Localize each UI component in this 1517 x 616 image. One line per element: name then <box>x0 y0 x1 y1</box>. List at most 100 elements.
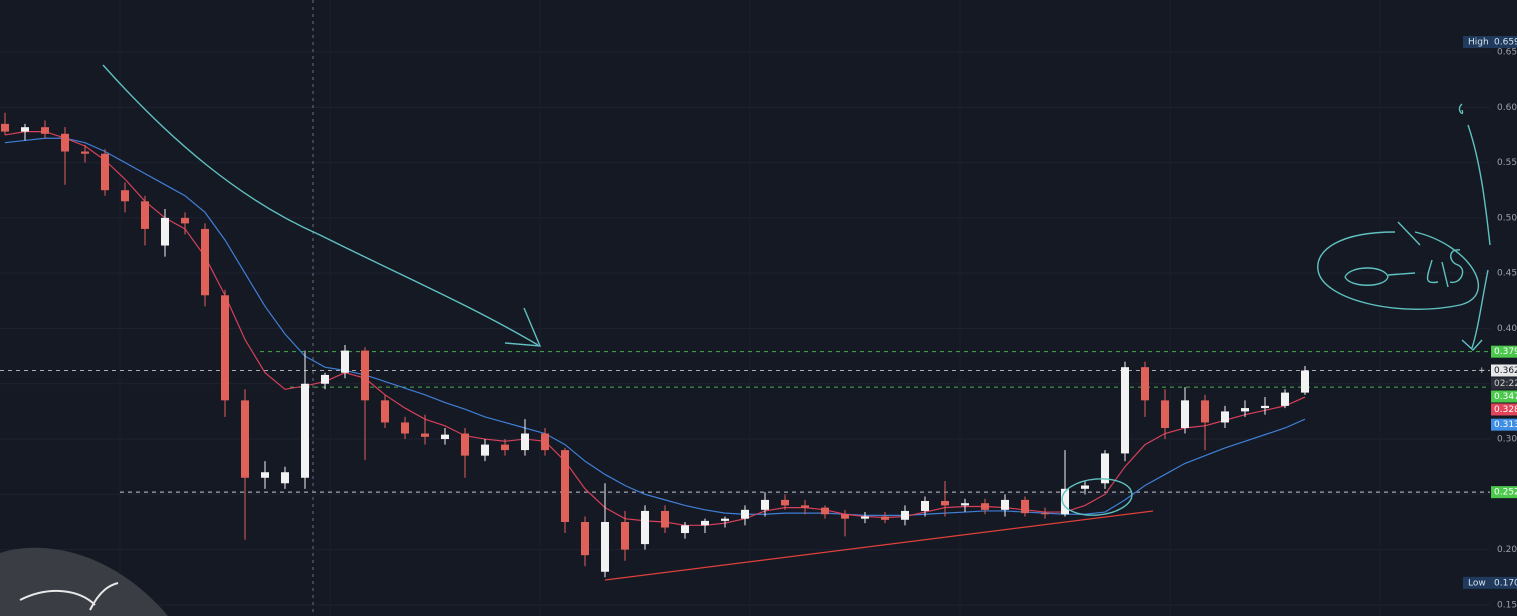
y-tick-label: 0.500 <box>1497 213 1517 223</box>
candle-body <box>1061 488 1069 515</box>
plot <box>0 112 1490 578</box>
candle-body <box>461 433 469 456</box>
candle-body <box>401 422 409 434</box>
candle-body <box>81 151 89 154</box>
candle-body <box>1201 400 1209 423</box>
countdown-tag <box>1491 377 1517 390</box>
candle-body <box>241 400 249 478</box>
candle-body <box>101 153 109 191</box>
candle-body <box>1041 513 1049 515</box>
webcam-frame <box>0 547 168 616</box>
candle-body <box>681 525 689 534</box>
price-tag <box>1491 486 1517 499</box>
candle-body <box>381 400 389 423</box>
trend-arrow <box>102 64 539 346</box>
y-tick-label: 0.650 <box>1497 47 1517 57</box>
candle-body <box>961 503 969 506</box>
price-tags: 0.379 0.362 +02:22 0.347 0.328 0.313 0.252 High… <box>1463 36 1517 589</box>
annotations <box>102 64 1491 516</box>
candle-body <box>1 123 9 132</box>
low-tag-name: Low <box>1468 578 1486 588</box>
price-tag-label: 0.252 <box>1494 488 1517 498</box>
price-tag-label: 0.328 <box>1494 405 1517 415</box>
price-tag <box>1491 403 1517 416</box>
candle-body <box>621 521 629 550</box>
candle-body <box>1241 408 1249 412</box>
candle-body <box>441 434 449 440</box>
price-tag-label: 0.379 <box>1494 347 1517 357</box>
candle-body <box>421 433 429 437</box>
webcam-neon <box>19 582 119 611</box>
candle-body <box>741 509 749 519</box>
candle-body <box>1161 400 1169 428</box>
candle-body <box>921 500 929 511</box>
candle-body <box>781 499 789 506</box>
candle-body <box>701 520 709 526</box>
candle-body <box>1101 453 1109 484</box>
scribble <box>1344 267 1416 286</box>
y-tick-label: 0.150 <box>1497 600 1517 610</box>
circle-mark <box>1317 231 1480 310</box>
countdown: 02:22 <box>1494 379 1517 389</box>
price-tag-label: 0.313 <box>1494 420 1517 430</box>
crosshair-plus: + <box>1478 366 1486 376</box>
candle-body <box>561 450 569 522</box>
y-tick-label: 0.600 <box>1497 103 1517 113</box>
high-tag <box>1463 36 1517 49</box>
candle-body <box>301 383 309 478</box>
price-tag-label: 0.347 <box>1494 392 1517 402</box>
scribble <box>1397 221 1464 288</box>
candle-body <box>161 217 169 246</box>
candle-body <box>221 295 229 401</box>
candle-body <box>901 510 909 520</box>
candle-body <box>841 514 849 519</box>
candle-body <box>1221 411 1229 423</box>
candle-body <box>601 521 609 572</box>
candle-body <box>481 444 489 456</box>
candle-body <box>321 374 329 384</box>
candle-body <box>121 190 129 202</box>
candle-body <box>801 505 809 508</box>
support-line <box>604 510 1154 581</box>
candle-body <box>21 127 29 132</box>
candle-body <box>981 503 989 510</box>
candle-body <box>881 516 889 520</box>
y-tick-label: 0.450 <box>1497 269 1517 279</box>
candle-body <box>1301 370 1309 393</box>
candle-body <box>1281 392 1289 406</box>
candle-body <box>1021 499 1029 514</box>
candle-body <box>201 228 209 296</box>
candle-body <box>581 521 589 556</box>
low-tag <box>1463 576 1517 589</box>
candle-body <box>361 350 369 401</box>
candle-body <box>41 127 49 134</box>
low-tag-value: 0.170 <box>1494 578 1517 588</box>
candle-body <box>141 201 149 229</box>
y-tick-label: 0.200 <box>1497 545 1517 555</box>
candle-body <box>1001 499 1009 510</box>
moving-average <box>4 131 1306 526</box>
candle-body <box>1121 367 1129 454</box>
circle-mark <box>1061 478 1133 516</box>
y-tick-label: 0.400 <box>1497 324 1517 334</box>
high-tag-name: High <box>1468 38 1489 48</box>
y-tick-label: 0.550 <box>1497 158 1517 168</box>
arrow-head <box>504 307 542 347</box>
candle-body <box>181 217 189 224</box>
candle-body <box>941 500 949 506</box>
webcam-overlay <box>0 547 168 616</box>
candle-body <box>1141 367 1149 401</box>
candle-body <box>861 516 869 519</box>
candle-body <box>821 507 829 515</box>
candle-body <box>521 433 529 451</box>
candle-body <box>61 133 69 152</box>
moving-average <box>4 137 1306 516</box>
candle-body <box>641 510 649 545</box>
candle-body <box>661 510 669 528</box>
candle-body <box>761 499 769 510</box>
candle-body <box>341 350 349 373</box>
candle-body <box>501 444 509 451</box>
